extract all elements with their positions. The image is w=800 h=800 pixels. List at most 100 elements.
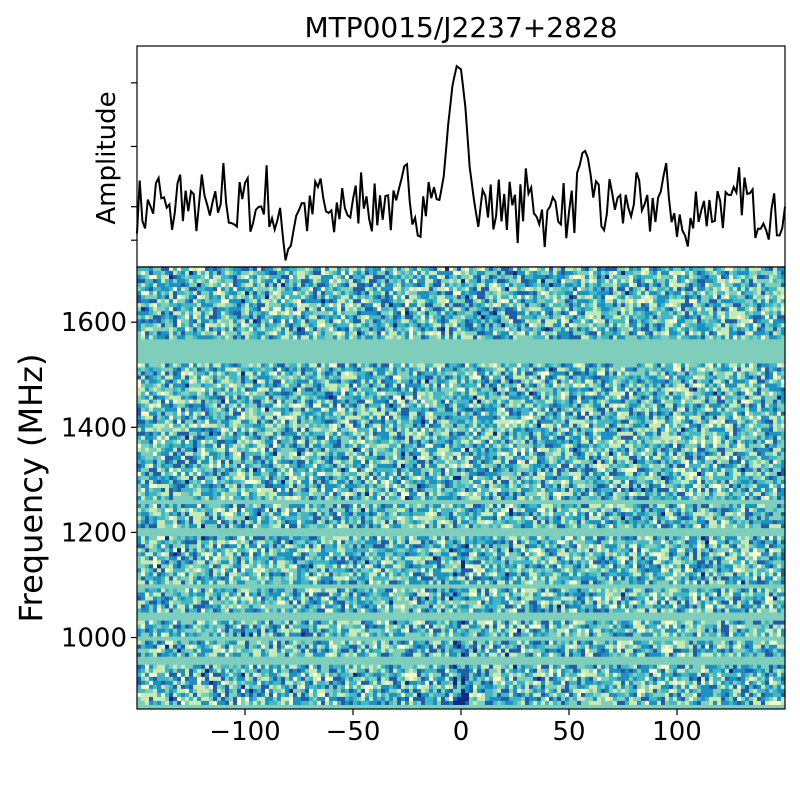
heatmap-cell (445, 351, 450, 356)
heatmap-cell (205, 343, 210, 348)
heatmap-cell (477, 375, 482, 380)
heatmap-cell (625, 363, 630, 368)
heatmap-cell (305, 319, 310, 324)
heatmap-cell (681, 355, 686, 360)
heatmap-cell (617, 355, 622, 360)
heatmap-cell (141, 363, 146, 368)
heatmap-cell (569, 291, 574, 296)
heatmap-cell (345, 367, 350, 372)
heatmap-cell (297, 311, 302, 316)
heatmap-cell (769, 343, 774, 348)
heatmap-cell (633, 359, 638, 364)
heatmap-cell (661, 287, 666, 292)
heatmap-cell (337, 351, 342, 356)
heatmap-cell (273, 307, 278, 312)
heatmap-cell (677, 267, 682, 272)
heatmap-cell (545, 367, 550, 372)
heatmap-cell (165, 267, 170, 272)
heatmap-cell (353, 295, 358, 300)
heatmap-cell (581, 387, 586, 392)
heatmap-cell (441, 311, 446, 316)
heatmap-cell (701, 379, 706, 384)
heatmap-cell (357, 303, 362, 308)
heatmap-cell (685, 383, 690, 388)
heatmap-cell (621, 371, 626, 376)
heatmap-cell (161, 307, 166, 312)
heatmap-cell (433, 319, 438, 324)
heatmap-cell (289, 323, 294, 328)
heatmap-cell (737, 271, 742, 276)
heatmap-cell (497, 291, 502, 296)
heatmap-cell (213, 279, 218, 284)
heatmap-cell (749, 291, 754, 296)
heatmap-cell (297, 323, 302, 328)
heatmap-cell (289, 319, 294, 324)
heatmap-cell (717, 299, 722, 304)
heatmap-cell (297, 335, 302, 340)
heatmap-cell (317, 363, 322, 368)
heatmap-cell (253, 267, 258, 272)
heatmap-cell (713, 271, 718, 276)
heatmap-cell (661, 295, 666, 300)
heatmap-cell (481, 323, 486, 328)
heatmap-cell (245, 359, 250, 364)
heatmap-cell (225, 343, 230, 348)
heatmap-cell (161, 279, 166, 284)
heatmap-cell (321, 383, 326, 388)
heatmap-cell (593, 355, 598, 360)
heatmap-cell (525, 327, 530, 332)
heatmap-cell (249, 319, 254, 324)
heatmap-cell (553, 267, 558, 272)
heatmap-cell (781, 283, 786, 288)
heatmap-cell (769, 371, 774, 376)
heatmap-cell (181, 303, 186, 308)
heatmap-cell (213, 307, 218, 312)
heatmap-cell (485, 379, 490, 384)
heatmap-cell (677, 319, 682, 324)
heatmap-cell (653, 363, 658, 368)
heatmap-cell (253, 319, 258, 324)
heatmap-cell (229, 287, 234, 292)
heatmap-cell (169, 327, 174, 332)
heatmap-cell (185, 307, 190, 312)
heatmap-cell (413, 331, 418, 336)
heatmap-cell (433, 311, 438, 316)
heatmap-cell (737, 283, 742, 288)
heatmap-cell (361, 335, 366, 340)
heatmap-cell (369, 339, 374, 344)
heatmap-cell (693, 347, 698, 352)
heatmap-cell (381, 299, 386, 304)
heatmap-cell (677, 295, 682, 300)
heatmap-cell (245, 275, 250, 280)
heatmap-cell (745, 307, 750, 312)
heatmap-cell (549, 283, 554, 288)
heatmap-cell (449, 303, 454, 308)
heatmap-cell (769, 291, 774, 296)
heatmap-cell (693, 371, 698, 376)
heatmap-cell (409, 347, 414, 352)
heatmap-cell (337, 307, 342, 312)
heatmap-cell (561, 383, 566, 388)
heatmap-cell (165, 379, 170, 384)
heatmap-cell (401, 271, 406, 276)
heatmap-cell (421, 291, 426, 296)
heatmap-cell (449, 271, 454, 276)
heatmap-cell (357, 367, 362, 372)
heatmap-cell (509, 279, 514, 284)
heatmap-cell (269, 327, 274, 332)
heatmap-cell (765, 283, 770, 288)
heatmap-cell (309, 291, 314, 296)
heatmap-cell (697, 371, 702, 376)
heatmap-cell (709, 335, 714, 340)
heatmap-cell (249, 311, 254, 316)
heatmap-cell (201, 379, 206, 384)
heatmap-cell (221, 363, 226, 368)
heatmap-cell (345, 275, 350, 280)
heatmap-cell (645, 311, 650, 316)
heatmap-cell (157, 331, 162, 336)
heatmap-cell (533, 351, 538, 356)
heatmap-cell (301, 331, 306, 336)
heatmap-cell (585, 303, 590, 308)
heatmap-cell (733, 331, 738, 336)
heatmap-cell (485, 311, 490, 316)
